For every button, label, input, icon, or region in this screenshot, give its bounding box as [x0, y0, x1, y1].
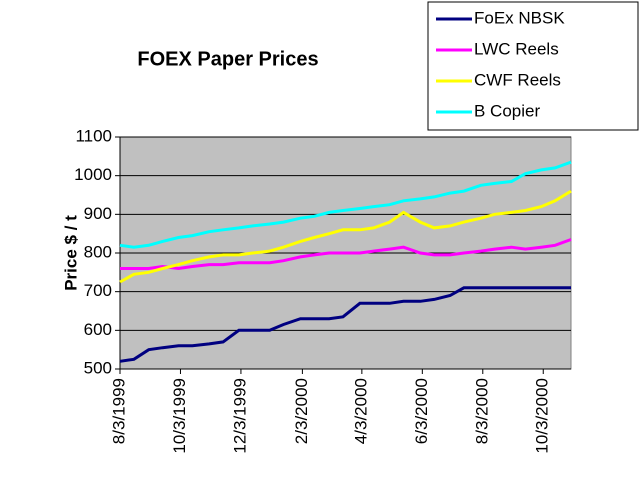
x-tick-label: 10/3/2000: [533, 378, 552, 454]
x-tick-label: 10/3/1999: [170, 378, 189, 454]
chart-title: FOEX Paper Prices: [137, 48, 318, 70]
series-line: [120, 238, 572, 271]
x-tick-label: 8/3/1999: [109, 378, 128, 444]
series-line: [119, 189, 572, 284]
y-tick-label: 1100: [75, 126, 112, 145]
legend-label: CWF Reels: [474, 70, 561, 89]
legend-label: LWC Reels: [474, 39, 559, 58]
x-tick-label: 8/3/2000: [472, 378, 491, 444]
x-tick-label: 6/3/2000: [412, 378, 431, 444]
legend-box: [427, 1, 639, 131]
y-axis-label: Price $ / t: [61, 215, 80, 291]
legend-label: B Copier: [474, 101, 540, 120]
y-tick-label: 800: [84, 242, 112, 261]
y-tick-label: 600: [84, 320, 112, 339]
y-tick-label: 900: [84, 204, 112, 223]
y-tick-label: 700: [84, 281, 112, 300]
series-line: [119, 160, 572, 249]
x-tick-label: 4/3/2000: [351, 378, 370, 444]
legend-label: FoEx NBSK: [474, 8, 565, 27]
y-tick-label: 1000: [74, 165, 112, 184]
x-tick-label: 12/3/1999: [230, 378, 249, 454]
series-line: [119, 286, 571, 363]
y-tick-label: 500: [84, 358, 112, 377]
x-tick-label: 2/3/2000: [292, 378, 311, 444]
